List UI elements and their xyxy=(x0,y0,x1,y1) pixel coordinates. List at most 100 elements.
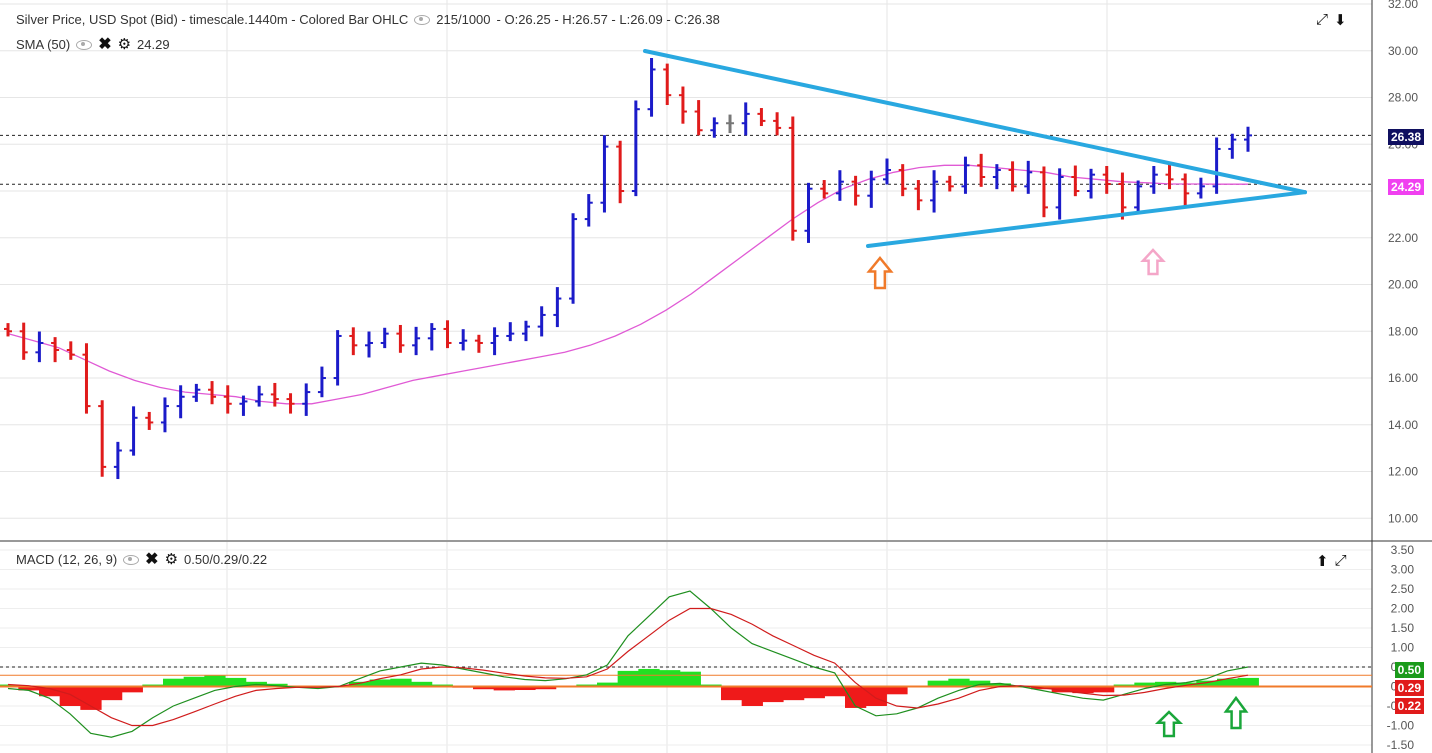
orange-arrow-icon[interactable] xyxy=(866,256,894,290)
ohlc-bar[interactable] xyxy=(1102,166,1111,194)
ohlc-bar[interactable] xyxy=(537,306,546,337)
ohlc-bar[interactable] xyxy=(914,180,923,211)
ohlc-bar[interactable] xyxy=(98,400,107,477)
ohlc-bar[interactable] xyxy=(208,381,217,405)
ohlc-bar[interactable] xyxy=(286,393,295,414)
pink-arrow-icon[interactable] xyxy=(1140,248,1166,276)
ohlc-bar[interactable] xyxy=(302,383,311,416)
ohlc-bar[interactable] xyxy=(4,323,12,337)
eye-icon[interactable] xyxy=(76,39,93,50)
ohlc-bar[interactable] xyxy=(631,100,640,197)
ohlc-bar[interactable] xyxy=(412,326,421,356)
green-arrow-icon[interactable] xyxy=(1154,710,1184,738)
ohlc-bar[interactable] xyxy=(788,116,797,241)
ohlc-bar[interactable] xyxy=(1181,173,1190,206)
ohlc-bar[interactable] xyxy=(160,397,169,433)
ohlc-bar[interactable] xyxy=(757,108,766,127)
ohlc-bar[interactable] xyxy=(51,337,60,363)
ohlc-bar[interactable] xyxy=(851,175,860,206)
green-arrow-icon[interactable] xyxy=(1223,695,1249,730)
triangle-trendlines[interactable] xyxy=(643,48,1307,248)
ohlc-bar[interactable] xyxy=(129,406,138,456)
expand-icon[interactable]: ⤢ xyxy=(1334,552,1347,569)
ohlc-bar[interactable] xyxy=(145,411,154,430)
down-arrow-icon[interactable]: ⬇ xyxy=(1334,12,1347,29)
annotation-arrows[interactable] xyxy=(866,248,1249,738)
ohlc-bar[interactable] xyxy=(19,322,28,360)
ohlc-bar[interactable] xyxy=(255,385,264,407)
ohlc-bar[interactable] xyxy=(553,287,562,328)
ohlc-bar[interactable] xyxy=(882,158,891,185)
ohlc-bar[interactable] xyxy=(1244,126,1252,152)
close-icon[interactable]: ✖ xyxy=(145,550,159,568)
ohlc-bar[interactable] xyxy=(506,322,515,342)
ohlc-bar[interactable] xyxy=(1196,177,1205,199)
ohlc-bar[interactable] xyxy=(239,395,248,416)
ohlc-bar[interactable] xyxy=(1071,165,1080,197)
ohlc-bar[interactable] xyxy=(1087,168,1096,199)
ohlc-bar[interactable] xyxy=(678,86,687,124)
ohlc-bar[interactable] xyxy=(1134,180,1143,213)
ohlc-bar[interactable] xyxy=(365,331,374,358)
ohlc-bar[interactable] xyxy=(867,170,876,208)
ohlc-bar[interactable] xyxy=(1055,168,1064,220)
expand-icon[interactable]: ⤢ xyxy=(1316,11,1329,28)
ohlc-bar[interactable] xyxy=(317,366,326,398)
ohlc-bar[interactable] xyxy=(192,383,201,402)
ohlc-bar[interactable] xyxy=(333,330,342,386)
ohlc-bar[interactable] xyxy=(490,327,499,356)
eye-icon[interactable] xyxy=(123,554,140,565)
ohlc-bar[interactable] xyxy=(773,112,782,136)
upper-trendline[interactable] xyxy=(643,48,1307,195)
ohlc-bar[interactable] xyxy=(961,156,970,194)
ohlc-bar[interactable] xyxy=(82,343,91,414)
ohlc-bar[interactable] xyxy=(427,323,436,351)
ohlc-bar[interactable] xyxy=(474,334,483,353)
ohlc-bar[interactable] xyxy=(459,329,468,351)
ohlc-bar[interactable] xyxy=(945,175,954,192)
ohlc-bar[interactable] xyxy=(113,441,122,480)
ohlc-bar[interactable] xyxy=(521,320,530,342)
ohlc-bar[interactable] xyxy=(710,117,719,138)
ohlc-bar[interactable] xyxy=(396,324,405,353)
ohlc-bar[interactable] xyxy=(1118,172,1127,220)
ohlc-bar[interactable] xyxy=(349,327,358,356)
ohlc-bar[interactable] xyxy=(1212,137,1221,194)
ohlc-bar[interactable] xyxy=(176,385,185,419)
ohlc-bar[interactable] xyxy=(694,100,703,136)
ohlc-bar[interactable] xyxy=(1024,160,1033,194)
ohlc-bar[interactable] xyxy=(930,170,939,213)
ohlc-bar[interactable] xyxy=(820,180,829,199)
ohlc-bar[interactable] xyxy=(66,341,75,360)
ohlc-bar[interactable] xyxy=(804,182,813,243)
ohlc-bar[interactable] xyxy=(1165,163,1174,190)
ohlc-bar[interactable] xyxy=(380,327,389,349)
ohlc-bar[interactable] xyxy=(1149,166,1158,194)
ohlc-bar[interactable] xyxy=(992,164,1001,190)
ohlc-bar[interactable] xyxy=(726,114,735,134)
lower-trendline[interactable] xyxy=(866,190,1307,248)
ohlc-bar[interactable] xyxy=(741,102,750,136)
gear-icon[interactable]: ⚙ xyxy=(164,550,179,568)
ohlc-bar[interactable] xyxy=(977,153,986,187)
ohlc-bar[interactable] xyxy=(223,385,232,414)
ohlc-bar[interactable] xyxy=(1039,166,1048,218)
up-arrow-icon[interactable]: ⬆ xyxy=(1316,553,1329,570)
ohlc-bar[interactable] xyxy=(600,135,609,213)
ohlc-bar[interactable] xyxy=(898,164,907,197)
ohlc-bar[interactable] xyxy=(443,320,452,349)
ohlc-bar[interactable] xyxy=(1008,161,1017,192)
eye-icon[interactable] xyxy=(414,14,431,25)
ohlc-bar[interactable] xyxy=(569,213,578,304)
ohlc-bar[interactable] xyxy=(584,194,593,227)
ohlc-bars[interactable] xyxy=(4,58,1252,480)
gear-icon[interactable]: ⚙ xyxy=(117,35,132,53)
close-icon[interactable]: ✖ xyxy=(98,35,112,53)
ohlc-bar[interactable] xyxy=(647,58,656,117)
ohlc-bar[interactable] xyxy=(270,382,279,407)
ohlc-bar[interactable] xyxy=(835,170,844,201)
ohlc-bar[interactable] xyxy=(35,331,44,363)
ohlc-bar[interactable] xyxy=(1228,133,1237,159)
ohlc-bar[interactable] xyxy=(616,140,625,204)
